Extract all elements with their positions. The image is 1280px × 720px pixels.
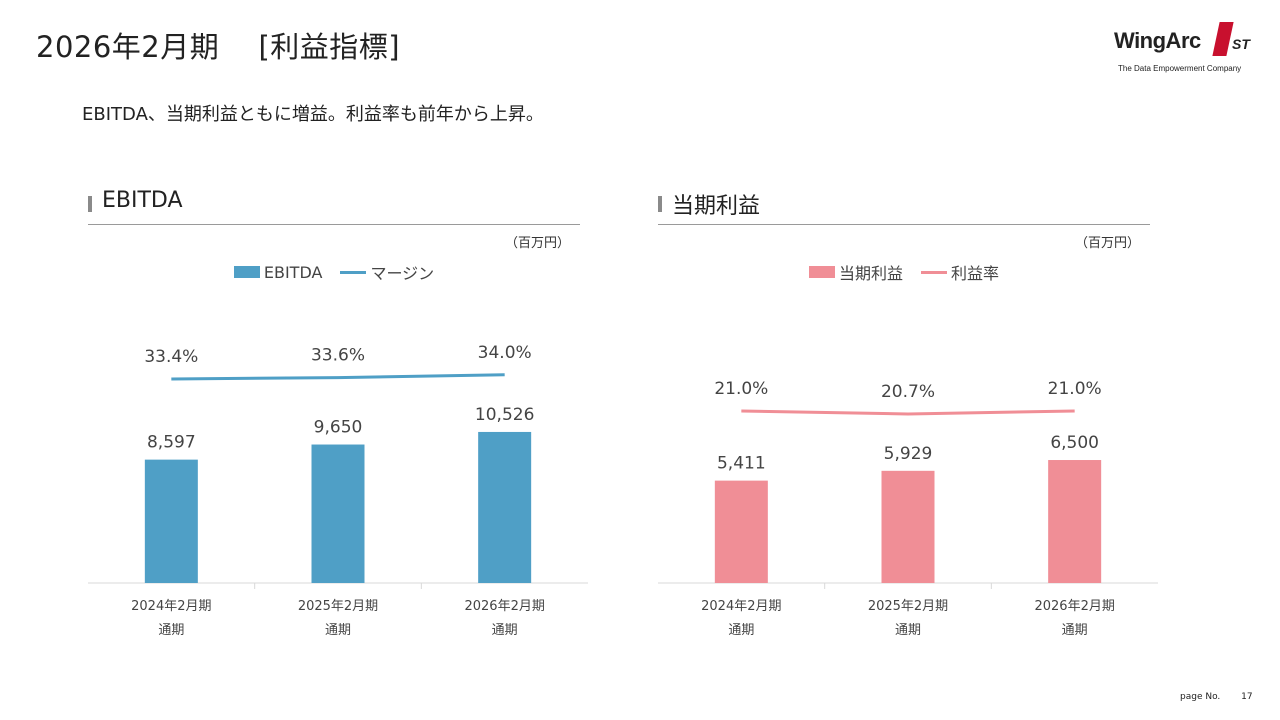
- x-tick-label: 2025年2月期: [298, 599, 378, 614]
- wingarc-logo: WingArc ST The Data Empowerment Company: [1114, 22, 1254, 78]
- page-number: page No. 17: [1180, 692, 1253, 702]
- line-data-label: 20.7%: [881, 382, 935, 402]
- x-tick-label: 2025年2月期: [868, 599, 948, 614]
- net-income-section: 当期利益 （百万円） 当期利益 利益率 5,411 2024年2月期 通期 21.0%…: [658, 188, 1158, 648]
- bar: [1048, 460, 1102, 583]
- legend-item-line: マージン: [340, 260, 434, 284]
- section-title: EBITDA: [102, 188, 183, 213]
- legend-item-bar: EBITDA: [233, 262, 323, 282]
- ebitda-chart: 8,5972024年2月期通期33.4%9,6502025年2月期通期33.6%…: [88, 343, 588, 638]
- x-tick-label: 通期: [1062, 623, 1088, 638]
- x-tick-label: 通期: [492, 623, 518, 638]
- unit-label: （百万円）: [504, 236, 570, 251]
- chart-legend: EBITDA マージン: [88, 260, 580, 284]
- page-number-value: 17: [1241, 692, 1253, 702]
- bar-data-label: 5,929: [884, 444, 933, 464]
- bar-data-label: 6,500: [1050, 433, 1099, 453]
- x-tick-label: 通期: [158, 623, 184, 638]
- x-tick-label: 通期: [895, 623, 921, 638]
- legend-item-bar: 当期利益: [808, 260, 903, 284]
- logo-red-mark: [1212, 22, 1234, 56]
- logo-suffix: ST: [1232, 36, 1250, 52]
- bar: [881, 470, 935, 583]
- bar: [144, 459, 198, 583]
- x-tick-label: 通期: [728, 623, 754, 638]
- page-title: 2026年2月期 [利益指標]: [36, 30, 401, 64]
- bar: [714, 480, 768, 583]
- logo-tagline: The Data Empowerment Company: [1118, 64, 1242, 73]
- section-header: EBITDA: [88, 188, 580, 225]
- bar: [478, 431, 532, 583]
- page-label: page No.: [1180, 692, 1221, 702]
- x-tick-label: 通期: [325, 623, 351, 638]
- line-data-label: 33.4%: [144, 347, 198, 367]
- line-data-label: 21.0%: [1048, 379, 1102, 399]
- unit-label: （百万円）: [1074, 236, 1140, 251]
- x-tick-label: 2024年2月期: [131, 599, 211, 614]
- bar-data-label: 8,597: [147, 433, 196, 453]
- chart-legend: 当期利益 利益率: [658, 260, 1150, 284]
- x-tick-label: 2026年2月期: [1034, 599, 1114, 614]
- legend-label-bar: EBITDA: [263, 262, 323, 282]
- legend-swatch-line: [340, 270, 367, 274]
- logo-wordmark: WingArc: [1114, 28, 1201, 53]
- section-marker: [658, 196, 662, 212]
- ebitda-section: EBITDA （百万円） EBITDA マージン 8,597 2024年2月期 通期…: [88, 188, 588, 648]
- line-data-label: 34.0%: [478, 343, 532, 363]
- legend-swatch-line: [921, 270, 947, 274]
- legend-label-line: マージン: [370, 264, 435, 283]
- legend-swatch-bar: [233, 266, 260, 278]
- section-title: 当期利益: [672, 194, 761, 219]
- line-series: [741, 409, 1075, 416]
- bar: [311, 444, 365, 583]
- section-header: 当期利益: [658, 188, 1150, 225]
- net-income-chart: 5,4112024年2月期通期21.0%5,9292025年2月期通期20.7%…: [658, 379, 1158, 638]
- legend-label-bar: 当期利益: [838, 264, 903, 283]
- x-tick-label: 2026年2月期: [464, 599, 544, 614]
- x-tick-label: 2024年2月期: [701, 599, 781, 614]
- bar-data-label: 10,526: [475, 405, 534, 425]
- section-marker: [88, 196, 92, 212]
- legend-item-line: 利益率: [921, 260, 999, 284]
- legend-label-line: 利益率: [951, 264, 1000, 283]
- summary-text: EBITDA、当期利益ともに増益。利益率も前年から上昇。: [82, 104, 544, 125]
- bar-data-label: 9,650: [314, 418, 363, 438]
- line-series: [171, 373, 505, 381]
- legend-swatch-bar: [808, 266, 835, 278]
- bar-data-label: 5,411: [717, 454, 766, 474]
- line-data-label: 21.0%: [714, 379, 768, 399]
- line-data-label: 33.6%: [311, 346, 365, 366]
